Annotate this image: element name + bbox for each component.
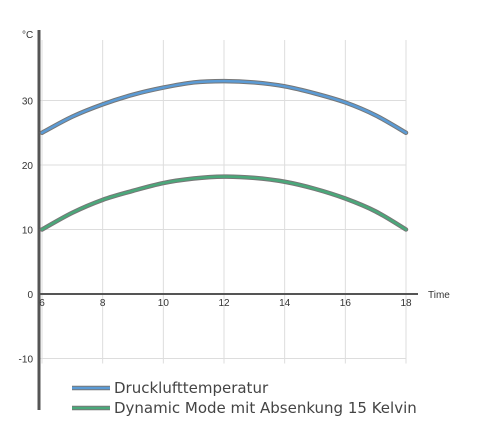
legend-label: Drucklufttemperatur [114,379,269,397]
x-tick-label: 8 [100,298,106,309]
y-tick-label: 10 [22,226,34,237]
x-tick-labels: 6 8 10 12 14 16 18 [39,298,412,309]
x-tick-label: 10 [158,298,170,309]
y-tick-label: 30 [22,97,34,108]
x-tick-label: 18 [400,298,412,309]
x-tick-label: 14 [279,298,291,309]
y-tick-label: 0 [27,290,33,301]
axes [37,30,418,410]
legend: Drucklufttemperatur Dynamic Mode mit Abse… [72,379,417,417]
series-line-2 [40,175,408,231]
legend-label: Dynamic Mode mit Absenkung 15 Kelvin [114,399,417,417]
x-tick-label: 16 [340,298,352,309]
y-tick-label: -10 [19,355,34,366]
y-tick-labels: -10 0 10 20 30 [19,97,34,366]
y-tick-label: 20 [22,161,34,172]
y-unit-label: °C [22,30,33,41]
x-axis-label: Time [428,290,450,301]
x-tick-label: 6 [39,298,45,309]
series-lines [39,78,409,232]
x-tick-label: 12 [218,298,230,309]
series-line-1 [40,79,408,134]
